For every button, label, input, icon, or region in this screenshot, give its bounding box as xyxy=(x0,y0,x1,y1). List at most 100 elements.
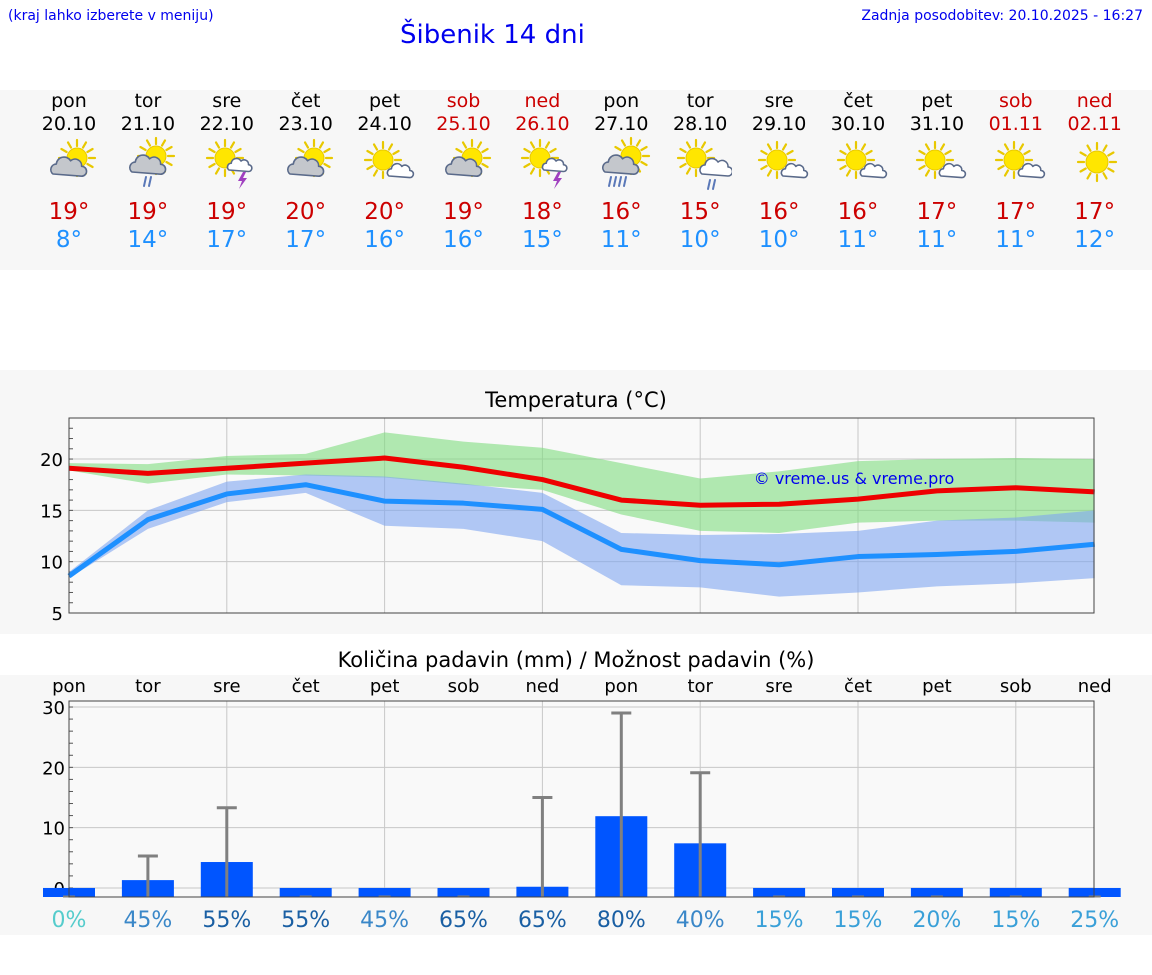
min-temperature: 11° xyxy=(600,227,642,253)
max-temperature: 20° xyxy=(285,199,327,225)
min-temperature: 17° xyxy=(285,227,327,253)
min-temperature: 12° xyxy=(1074,227,1116,253)
region-menu-hint[interactable]: (kraj lahko izberete v meniju) xyxy=(8,8,214,24)
day-name: ned xyxy=(1076,90,1113,112)
precipitation-x-day-label: pon xyxy=(604,676,638,697)
sun-storm-icon xyxy=(205,138,253,189)
cloud-sun-icon xyxy=(50,138,97,178)
precipitation-x-day-label: ned xyxy=(525,676,559,697)
day-name: tor xyxy=(134,90,162,112)
precipitation-probability-label: 15% xyxy=(834,908,883,933)
precipitation-probability-label: 40% xyxy=(676,908,725,933)
sun-storm-icon xyxy=(521,138,568,189)
temperature-plot-frame xyxy=(68,417,1095,614)
max-temperature: 16° xyxy=(600,199,642,225)
min-temperature: 15° xyxy=(522,227,563,253)
precipitation-probability-label: 55% xyxy=(281,908,330,933)
min-temperature: 8° xyxy=(55,227,83,253)
min-temperature: 14° xyxy=(127,227,169,253)
precipitation-probability-label: 0% xyxy=(52,908,87,933)
temperature-max-range-band xyxy=(69,432,1095,533)
precipitation-bar xyxy=(1068,887,1121,897)
sun-cloud-icon xyxy=(915,140,967,180)
day-date: 21.10 xyxy=(120,113,176,135)
temperature-chart: 5 10 15 20 © vreme.us & vreme.pro xyxy=(40,417,1095,625)
day-name: pet xyxy=(368,90,401,112)
precipitation-x-day-label: sre xyxy=(765,676,792,697)
max-temperature: 18° xyxy=(522,199,563,225)
day-date: 28.10 xyxy=(672,113,728,135)
temperature-min-range-band xyxy=(69,474,1095,597)
min-temperature: 17° xyxy=(206,227,248,253)
forecast-strip xyxy=(0,90,1152,270)
max-temperature: 20° xyxy=(364,199,405,225)
precipitation-y-tick-label: 20 xyxy=(42,758,65,779)
day-date: 29.10 xyxy=(751,113,807,135)
precipitation-probability-label: 80% xyxy=(597,908,646,933)
temperature-y-tick-label: 15 xyxy=(40,501,63,522)
min-temperature: 10° xyxy=(758,227,800,253)
day-name: sre xyxy=(764,90,794,112)
page-title: Šibenik 14 dni xyxy=(400,20,585,50)
temperature-min-line xyxy=(67,482,1095,579)
day-name: čet xyxy=(290,90,321,112)
day-date: 20.10 xyxy=(41,113,97,135)
precipitation-bar xyxy=(279,887,332,897)
precipitation-probability-label: 15% xyxy=(755,908,804,933)
sun-cloud-icon xyxy=(994,140,1045,180)
day-name: tor xyxy=(686,90,714,112)
day-date: 26.10 xyxy=(515,113,570,135)
cloud-sun-icon xyxy=(444,138,491,178)
precipitation-chart: pon tor sre čet pet sob ned pon tor sre čet pet sob n… xyxy=(42,676,1121,933)
day-date: 02.11 xyxy=(1067,113,1122,135)
day-name: ned xyxy=(524,90,561,112)
day-date: 22.10 xyxy=(199,113,254,135)
precipitation-x-day-label: čet xyxy=(844,676,872,697)
day-name: sre xyxy=(212,90,242,112)
day-date: 27.10 xyxy=(594,113,649,135)
precipitation-probability-label: 45% xyxy=(360,908,409,933)
precipitation-x-day-label: čet xyxy=(292,676,320,697)
precipitation-plot-frame xyxy=(68,700,1095,898)
day-date: 23.10 xyxy=(278,113,333,135)
min-temperature: 11° xyxy=(916,227,958,253)
max-temperature: 17° xyxy=(916,199,958,225)
precipitation-bar xyxy=(989,887,1042,897)
precipitation-probability-label: 20% xyxy=(912,908,961,933)
precipitation-y-tick-label: 30 xyxy=(42,698,65,719)
max-temperature: 19° xyxy=(48,199,90,225)
precipitation-x-day-label: pet xyxy=(922,676,952,697)
precipitation-x-day-label: tor xyxy=(135,676,161,697)
temperature-chart-title: Temperatura (°C) xyxy=(485,388,667,412)
temperature-y-tick-label: 10 xyxy=(40,553,63,574)
cloud-sun-heavy-rain-icon xyxy=(602,136,651,187)
day-date: 25.10 xyxy=(436,113,491,135)
temperature-y-tick-label: 20 xyxy=(40,450,63,471)
precipitation-probability-label: 65% xyxy=(518,908,567,933)
day-date: 30.10 xyxy=(830,113,886,135)
precipitation-bar xyxy=(437,887,490,897)
precipitation-probability-label: 55% xyxy=(202,908,251,933)
precipitation-x-day-label: tor xyxy=(687,676,713,697)
min-temperature: 11° xyxy=(995,227,1037,253)
precipitation-bar xyxy=(832,887,884,897)
sun-icon xyxy=(1076,141,1117,183)
min-temperature: 16° xyxy=(443,227,484,253)
day-name: čet xyxy=(843,90,873,112)
watermark: © vreme.us & vreme.pro xyxy=(754,469,955,488)
min-temperature: 10° xyxy=(679,227,721,253)
precipitation-x-day-label: sob xyxy=(1000,676,1032,697)
day-date: 31.10 xyxy=(909,113,965,135)
precipitation-bar xyxy=(910,887,963,897)
day-name: pon xyxy=(51,90,87,112)
temperature-max-line xyxy=(68,455,1095,508)
max-temperature: 16° xyxy=(837,199,879,225)
max-temperature: 16° xyxy=(758,199,800,225)
max-temperature: 19° xyxy=(127,199,169,225)
day-name: pet xyxy=(921,90,953,112)
min-temperature: 16° xyxy=(364,227,405,253)
max-temperature: 19° xyxy=(206,199,248,225)
precipitation-chart-title: Količina padavin (mm) / Možnost padavin … xyxy=(337,648,815,672)
precipitation-x-day-label: ned xyxy=(1078,676,1112,697)
precipitation-probability-label: 65% xyxy=(439,908,488,933)
